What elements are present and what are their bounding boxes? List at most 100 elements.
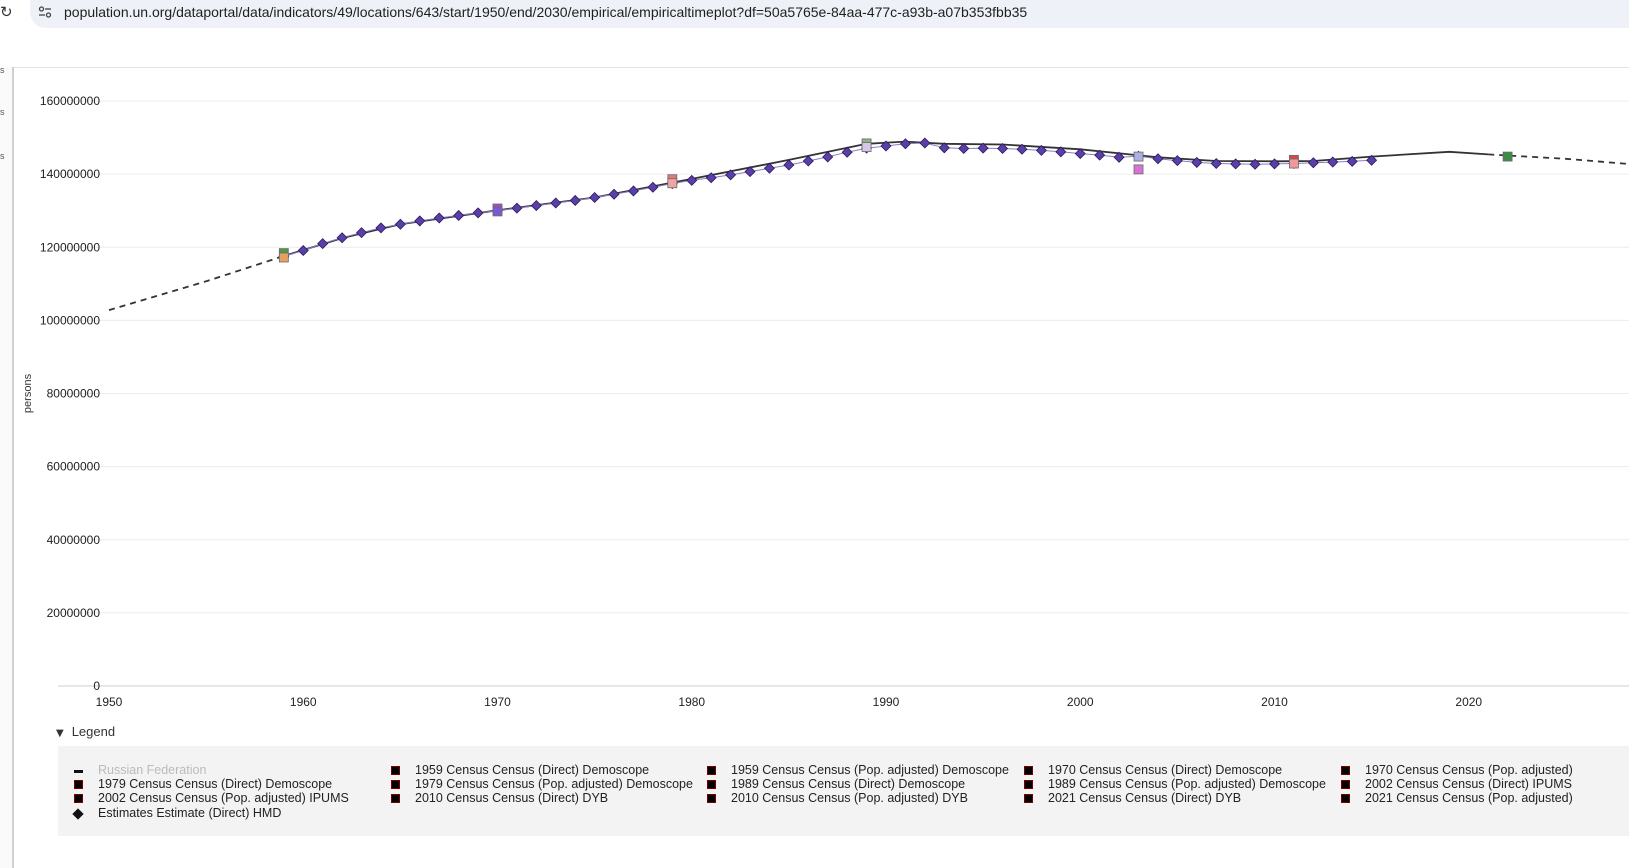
estimate-diamond-point[interactable] [1366, 154, 1378, 166]
estimate-diamond-point[interactable] [1327, 156, 1339, 168]
legend-item[interactable]: 2002 Census Census (Pop. adjusted) IPUMS [74, 791, 349, 805]
estimate-diamond-point[interactable] [375, 222, 387, 234]
legend-item[interactable]: 2010 Census Census (Direct) DYB [391, 791, 609, 805]
estimate-diamond-point[interactable] [744, 166, 756, 178]
site-info-icon[interactable] [38, 5, 52, 19]
legend-item-label: 2021 Census Census (Direct) DYB [1048, 791, 1242, 805]
legend-item[interactable]: 1970 Census Census (Pop. adjusted) [1341, 763, 1573, 777]
estimate-diamond-point[interactable] [317, 238, 329, 250]
estimate-diamond-point[interactable] [511, 202, 523, 214]
estimate-diamond-point[interactable] [919, 137, 931, 149]
y-tick-label: 100000000 [40, 313, 100, 327]
url-field[interactable] [30, 0, 1629, 28]
estimate-diamond-point[interactable] [705, 172, 717, 184]
estimate-diamond-point[interactable] [938, 142, 950, 154]
estimate-diamond-point[interactable] [1249, 158, 1261, 170]
legend-item[interactable]: Estimates Estimate (Direct) HMD [72, 806, 282, 820]
legend-square-icon [391, 766, 400, 775]
estimate-diamond-point[interactable] [550, 197, 562, 209]
census-square-point[interactable] [492, 206, 503, 217]
legend-item[interactable]: 1959 Census Census (Pop. adjusted) Demos… [707, 763, 1009, 777]
estimate-diamond-point[interactable] [1268, 158, 1281, 170]
estimate-diamond-point[interactable] [880, 140, 892, 152]
estimate-diamond-point[interactable] [997, 143, 1009, 155]
series-line-projection-late [1488, 153, 1629, 165]
estimate-diamond-point[interactable] [1191, 156, 1203, 168]
estimate-diamond-point[interactable] [725, 169, 737, 181]
legend-item[interactable]: 2021 Census Census (Pop. adjusted) [1341, 791, 1573, 805]
estimate-diamond-point[interactable] [783, 159, 795, 171]
estimate-diamond-point[interactable] [1171, 155, 1183, 167]
estimate-diamond-point[interactable] [841, 146, 853, 158]
estimate-diamond-point[interactable] [433, 212, 445, 224]
legend-item[interactable]: 2002 Census Census (Direct) IPUMS [1341, 777, 1573, 791]
census-square-point[interactable] [1133, 151, 1144, 162]
estimate-diamond-point[interactable] [1230, 158, 1242, 170]
legend-item-label: 1989 Census Census (Pop. adjusted) Demos… [1048, 777, 1326, 791]
x-tick-label: 1990 [873, 695, 900, 709]
estimate-diamond-point[interactable] [569, 194, 581, 206]
estimate-diamond-point[interactable] [1346, 155, 1358, 167]
estimate-diamond-point[interactable] [414, 215, 426, 227]
x-tick-label: 2010 [1261, 695, 1288, 709]
left-side-panel-edge[interactable]: s s s [0, 65, 14, 868]
estimate-diamond-point[interactable] [647, 181, 659, 193]
estimate-diamond-point[interactable] [763, 162, 775, 174]
legend-toggle[interactable]: ▼ Legend [56, 724, 115, 739]
legend-item[interactable]: 2010 Census Census (Pop. adjusted) DYB [707, 791, 968, 805]
legend-item-label: 2010 Census Census (Direct) DYB [415, 791, 609, 805]
legend-item[interactable]: Russian Federation [74, 763, 207, 777]
legend-item[interactable]: 1979 Census Census (Pop. adjusted) Demos… [391, 777, 693, 791]
estimate-diamond-point[interactable] [530, 200, 542, 212]
legend-square-icon [707, 780, 716, 789]
estimate-diamond-point[interactable] [822, 151, 834, 163]
estimate-diamond-point[interactable] [802, 155, 814, 167]
estimate-diamond-point[interactable] [1055, 146, 1067, 158]
legend-item[interactable]: 1989 Census Census (Direct) Demoscope [707, 777, 965, 791]
y-tick-label: 120000000 [40, 240, 100, 254]
x-tick-label: 1970 [484, 695, 511, 709]
legend-item[interactable]: 1979 Census Census (Direct) Demoscope [74, 777, 333, 791]
legend-item[interactable]: 2021 Census Census (Direct) DYB [1024, 791, 1242, 805]
estimate-diamond-point[interactable] [627, 185, 639, 197]
url-text[interactable]: population.un.org/dataportal/data/indica… [64, 4, 1028, 20]
estimate-diamond-point[interactable] [608, 188, 620, 200]
estimate-diamond-point[interactable] [297, 245, 309, 257]
estimate-diamond-point[interactable] [1152, 153, 1164, 165]
census-square-point[interactable] [861, 142, 872, 152]
legend-item-label: Russian Federation [98, 763, 207, 777]
legend-item-label: 2002 Census Census (Direct) IPUMS [1365, 777, 1573, 791]
estimate-diamond-point[interactable] [1113, 151, 1125, 163]
legend-item-label: Estimates Estimate (Direct) HMD [98, 806, 282, 820]
legend-item[interactable]: 1989 Census Census (Pop. adjusted) Demos… [1024, 777, 1326, 791]
estimate-diamond-point[interactable] [472, 207, 484, 219]
legend-diamond-icon [72, 808, 84, 820]
legend-square-icon [1341, 766, 1350, 775]
estimate-diamond-point[interactable] [589, 192, 601, 204]
legend-square-icon [1024, 780, 1033, 789]
estimate-diamond-point[interactable] [1094, 149, 1106, 161]
estimate-diamond-point[interactable] [1307, 157, 1319, 169]
legend-item-label: 1979 Census Census (Direct) Demoscope [98, 777, 333, 791]
estimate-diamond-point[interactable] [899, 138, 911, 150]
estimate-diamond-point[interactable] [958, 143, 970, 155]
census-square-point[interactable] [278, 252, 289, 263]
estimate-diamond-point[interactable] [1035, 144, 1047, 156]
estimate-diamond-point[interactable] [1074, 148, 1086, 160]
estimate-diamond-point[interactable] [453, 209, 465, 221]
estimate-diamond-point[interactable] [394, 218, 406, 230]
y-tick-label: 160000000 [40, 94, 100, 108]
estimate-diamond-point[interactable] [1210, 158, 1222, 170]
census-square-point[interactable] [1289, 158, 1299, 169]
estimate-diamond-point[interactable] [977, 142, 989, 154]
legend-item[interactable]: 1959 Census Census (Direct) Demoscope [391, 763, 649, 777]
census-square-point[interactable] [667, 178, 678, 189]
estimate-diamond-point[interactable] [336, 232, 348, 244]
census-square-point[interactable] [1133, 164, 1144, 175]
estimate-diamond-point[interactable] [1016, 143, 1028, 155]
estimate-diamond-point[interactable] [356, 227, 368, 239]
legend-item[interactable]: 1970 Census Census (Direct) Demoscope [1024, 763, 1282, 777]
reload-icon[interactable]: ↻ [0, 3, 13, 21]
estimate-diamond-point[interactable] [686, 174, 698, 186]
census-square-point[interactable] [1502, 151, 1513, 162]
